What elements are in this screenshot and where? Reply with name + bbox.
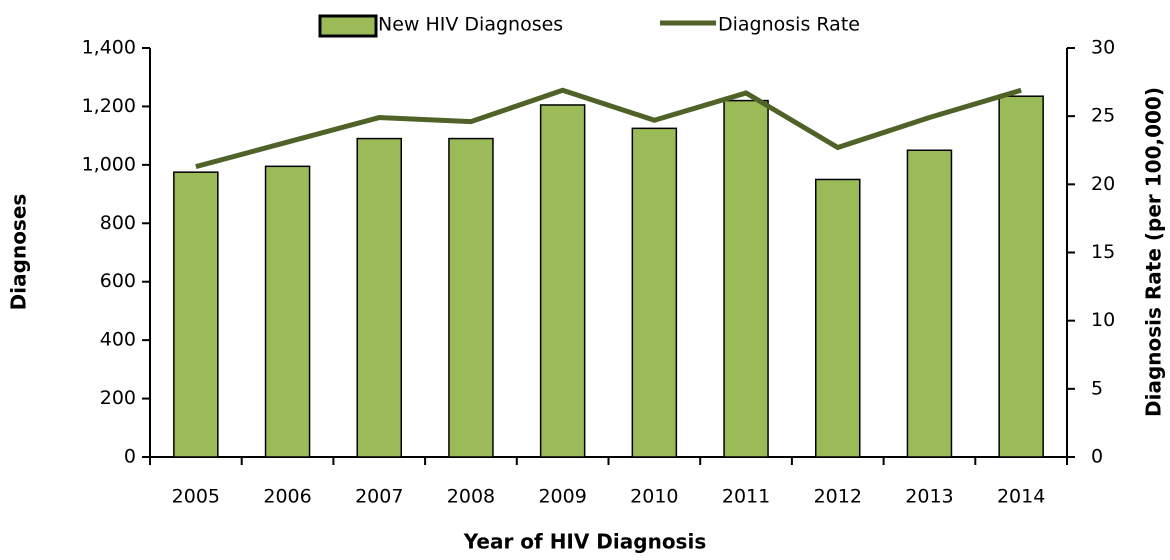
x-tick-label: 2012 (814, 486, 862, 508)
y-tick-label: 1,200 (82, 95, 136, 117)
x-tick-label: 2006 (263, 486, 311, 508)
y2-tick-label: 20 (1091, 173, 1115, 195)
bar (723, 99, 769, 458)
y2-tick-label: 15 (1091, 241, 1115, 263)
y2-axis-title: Diagnosis Rate (per 100,000) (1142, 87, 1166, 417)
y2-tick-label: 0 (1091, 446, 1103, 468)
bar (356, 137, 403, 458)
legend-label: New HIV Diagnoses (378, 14, 563, 36)
x-tick-label: 2009 (538, 486, 586, 508)
bar (998, 95, 1044, 458)
y2-tick-label: 30 (1091, 37, 1115, 59)
y-tick-label: 200 (100, 387, 136, 409)
x-tick-label: 2014 (997, 486, 1045, 508)
y2-tick-label: 25 (1091, 105, 1115, 127)
line (195, 87, 1022, 170)
x-tick-label: 2005 (172, 486, 220, 508)
y-tick-label: 400 (100, 329, 136, 351)
x-tick-label: 2007 (355, 486, 403, 508)
legend-swatch (318, 14, 378, 38)
x-tick-label: 2011 (722, 486, 770, 508)
y-tick-label: 1,400 (82, 37, 136, 59)
bar (448, 137, 494, 458)
bar (173, 171, 219, 458)
y-tick-label: 800 (100, 212, 136, 234)
bar (631, 127, 678, 458)
bar (264, 165, 311, 458)
x-axis-title: Year of HIV Diagnosis (463, 530, 706, 554)
y-tick-label: 0 (124, 446, 136, 468)
y-tick-label: 600 (100, 270, 136, 292)
y2-tick-label: 10 (1091, 309, 1115, 331)
x-tick-label: 2008 (447, 486, 495, 508)
bar (814, 178, 861, 458)
x-tick-label: 2010 (630, 486, 678, 508)
bar (539, 104, 586, 458)
y-tick-label: 1,000 (82, 153, 136, 175)
x-tick-label: 2013 (905, 486, 953, 508)
legend-label: Diagnosis Rate (718, 14, 860, 36)
y-axis-title: Diagnoses (7, 194, 31, 311)
bar (906, 149, 953, 458)
y2-tick-label: 5 (1091, 377, 1103, 399)
